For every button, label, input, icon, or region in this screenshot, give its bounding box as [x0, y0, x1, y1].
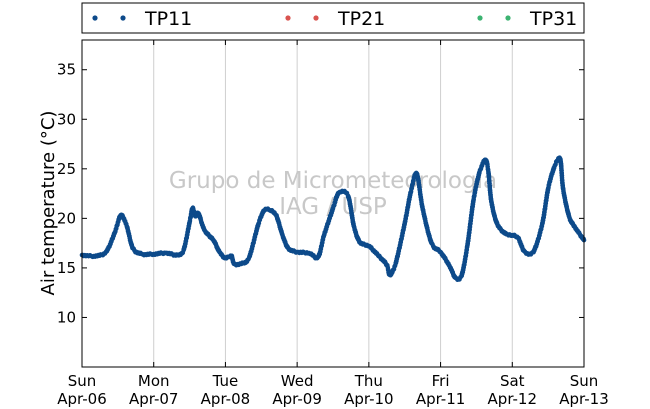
legend-marker-tp21: [285, 15, 291, 21]
data-point: [344, 190, 350, 196]
x-tick-label-date: Apr-11: [416, 390, 466, 408]
x-tick-label-date: Apr-10: [344, 390, 394, 408]
legend-marker-tp21: [313, 15, 319, 21]
y-tick-label: 20: [57, 209, 76, 227]
x-tick-label-date: Apr-09: [272, 390, 322, 408]
legend-marker-tp11: [92, 15, 98, 21]
y-axis-label: Air temperature (°C): [38, 111, 59, 296]
x-tick-label-day: Tue: [212, 372, 239, 390]
y-tick-label: 15: [57, 259, 76, 277]
legend-label-tp11: TP11: [144, 8, 192, 30]
x-tick-label-date: Apr-08: [201, 390, 251, 408]
x-tick-label-day: Fri: [432, 372, 450, 390]
x-tick-label-day: Mon: [138, 372, 170, 390]
x-tick-label-day: Sun: [570, 372, 599, 390]
data-point: [485, 167, 491, 172]
gridlines: [153, 40, 513, 367]
x-axis: SunApr-06MonApr-07TueApr-08WedApr-09ThuA…: [57, 40, 609, 408]
series-layer: [79, 155, 587, 283]
y-tick-label: 25: [57, 160, 76, 178]
legend-label-tp31: TP31: [529, 8, 577, 30]
series-tp11: [79, 155, 587, 283]
x-tick-label-date: Apr-13: [559, 390, 609, 408]
legend-label-tp21: TP21: [337, 8, 385, 30]
legend-frame: [81, 2, 585, 34]
data-point: [180, 250, 186, 256]
x-tick-label-date: Apr-12: [488, 390, 538, 408]
plot-frame: [81, 39, 585, 368]
legend: TP11 TP21 TP31: [81, 2, 585, 34]
x-tick-label-day: Thu: [354, 372, 383, 390]
x-tick-label-day: Sat: [500, 372, 525, 390]
legend-marker-tp31: [477, 15, 483, 21]
x-tick-label-date: Apr-06: [57, 390, 107, 408]
x-tick-label-day: Sun: [68, 372, 97, 390]
y-tick-label: 30: [57, 110, 76, 128]
y-tick-label: 10: [57, 308, 76, 326]
x-tick-label-date: Apr-07: [129, 390, 179, 408]
legend-marker-tp31: [505, 15, 511, 21]
y-axis: 10 15 20 25 30 35: [57, 61, 584, 326]
legend-marker-tp11: [120, 15, 126, 21]
watermark-line-1: Grupo de Micrometeorologia: [169, 168, 497, 194]
y-tick-label: 35: [57, 61, 76, 79]
x-tick-label-day: Wed: [281, 372, 314, 390]
